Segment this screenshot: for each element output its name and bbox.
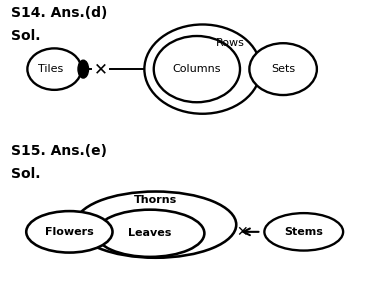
Text: Sol.: Sol. [11, 167, 41, 181]
Text: Sets: Sets [271, 64, 295, 74]
Text: S15. Ans.(e): S15. Ans.(e) [11, 144, 107, 158]
Text: Tiles: Tiles [38, 64, 63, 74]
Text: S14. Ans.(d): S14. Ans.(d) [11, 6, 108, 20]
Ellipse shape [27, 48, 81, 90]
Ellipse shape [264, 213, 343, 251]
Text: Columns: Columns [172, 64, 221, 74]
Ellipse shape [249, 43, 317, 95]
Text: Rows: Rows [216, 38, 245, 48]
Ellipse shape [78, 60, 88, 78]
Ellipse shape [144, 24, 261, 114]
Ellipse shape [26, 211, 112, 253]
Text: ✕: ✕ [236, 225, 248, 239]
Text: Thorns: Thorns [134, 195, 177, 205]
Ellipse shape [154, 36, 240, 102]
Text: Flowers: Flowers [45, 227, 94, 237]
Text: Stems: Stems [284, 227, 323, 237]
Ellipse shape [96, 210, 204, 257]
Text: ✕: ✕ [94, 60, 108, 78]
Text: Sol.: Sol. [11, 29, 41, 43]
Ellipse shape [75, 192, 236, 258]
Text: Leaves: Leaves [128, 228, 172, 238]
